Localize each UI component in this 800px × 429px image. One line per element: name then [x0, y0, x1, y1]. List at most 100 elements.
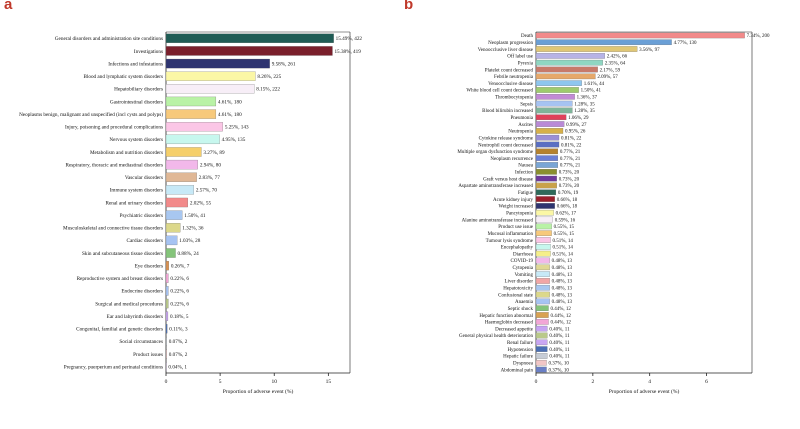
pt-category-label: Neutrophil count decreased [478, 143, 533, 148]
pt-data-label: 1.06%, 29 [568, 116, 589, 121]
soc-bar [165, 46, 333, 56]
pt-data-label: 2.42%, 66 [607, 55, 628, 60]
soc-bar [165, 122, 223, 132]
pt-data-label: 3.56%, 97 [639, 48, 660, 53]
pt-category-label: Decreased appetite [495, 327, 534, 332]
pt-data-label: 0.40%, 11 [549, 327, 570, 332]
pt-bar [535, 339, 548, 346]
adverse-event-soc-chart: 0 5 10 15 Proportion of adverse event (%) Gen… [19, 31, 362, 395]
soc-data-label: 0.18%, 5 [170, 314, 189, 320]
pt-data-label: 0.66%, 18 [557, 205, 578, 210]
pt-x-tick-label: 2 [591, 379, 594, 385]
soc-category-label: Metabolism and nutrition disorders [90, 150, 163, 156]
pt-data-label: 0.59%, 16 [555, 218, 576, 223]
pt-bar [535, 155, 559, 161]
pt-x-tick-label: 4 [648, 379, 651, 385]
pt-data-label: 0.48%, 13 [552, 280, 573, 285]
pt-data-label: 0.48%, 13 [552, 273, 573, 278]
pt-bar [535, 53, 605, 59]
pt-bar [535, 230, 552, 236]
pt-data-label: 0.99%, 27 [566, 123, 587, 128]
panel-label-b: b [404, 0, 414, 13]
soc-category-label: Psychiatric disorders [120, 213, 163, 219]
pt-category-label: Confusional state [498, 293, 534, 298]
pt-bar [535, 264, 550, 271]
soc-category-label: General disorders and administration sit… [55, 36, 163, 42]
soc-bar [165, 362, 167, 372]
pt-category-label: Diarrhoea [513, 252, 534, 257]
soc-category-label: Skin and subcutaneous tissue disorders [82, 251, 163, 257]
pt-data-label: 1.61%, 44 [584, 82, 605, 87]
soc-category-label: Surgical and medical procedures [95, 301, 163, 307]
pt-data-label: 0.40%, 11 [549, 341, 570, 346]
pt-category-label: Mucosal inflammation [488, 232, 534, 237]
soc-category-label: Pregnancy, puerperium and perinatal cond… [64, 365, 163, 371]
pt-bar [535, 203, 555, 209]
soc-bar [165, 235, 178, 246]
panel-label-a: a [4, 0, 13, 13]
soc-data-label: 4.61%, 180 [218, 112, 242, 118]
soc-category-label: Product issues [133, 352, 163, 358]
pt-bar [535, 114, 567, 121]
soc-data-label: 0.07%, 2 [169, 339, 188, 345]
soc-category-label: Immune system disorders [110, 188, 163, 194]
pt-category-label: Hepatic function abnormal [479, 314, 533, 319]
soc-bar [165, 248, 176, 258]
soc-bar [165, 210, 183, 220]
soc-data-label: 8.26%, 225 [257, 74, 281, 80]
pt-category-label: Neutropenia [508, 130, 533, 135]
soc-bar [165, 134, 220, 145]
soc-category-label: Injury, poisoning and procedural complic… [65, 125, 163, 131]
soc-data-label: 5.25%, 143 [225, 125, 249, 131]
pt-category-label: Hepatotoxicity [503, 287, 533, 292]
pt-data-label: 0.44%, 12 [551, 314, 572, 319]
soc-bar [165, 260, 169, 271]
soc-category-label: Vascular disorders [125, 175, 163, 181]
pt-bar [535, 141, 560, 148]
pt-data-label: 0.40%, 11 [549, 334, 570, 339]
pt-bar [535, 298, 550, 305]
pt-category-label: Abdominal pain [501, 368, 534, 373]
pt-bar [535, 94, 575, 100]
soc-category-label: Neoplasms benign, malignant and unspecif… [19, 111, 163, 118]
soc-category-label: Eye disorders [135, 263, 163, 269]
soc-bar [165, 33, 334, 43]
pt-data-label: 1.36%, 37 [577, 96, 598, 101]
pt-category-label: Graft versus host disease [483, 177, 534, 182]
pt-bar [535, 244, 551, 250]
pt-data-label: 0.44%, 12 [551, 307, 572, 312]
soc-bar [165, 84, 255, 94]
pt-data-label: 0.95%, 26 [565, 130, 586, 135]
pt-category-label: Cytopenia [512, 266, 533, 271]
pt-data-label: 0.48%, 13 [552, 287, 573, 292]
soc-bar [165, 311, 169, 321]
pt-category-label: Fatigue [518, 191, 534, 196]
pt-data-label: 0.37%, 10 [549, 362, 570, 367]
pt-data-label: 0.55%, 15 [554, 232, 575, 237]
soc-data-label: 2.57%, 70 [196, 188, 218, 194]
soc-category-label: Infections and infestations [108, 60, 163, 67]
pt-category-label: Anaemia [515, 300, 534, 305]
pt-category-label: Haemoglobin decreased [485, 321, 534, 326]
soc-bar [165, 223, 181, 233]
pt-data-label: 0.73%, 20 [559, 171, 580, 176]
soc-data-label: 3.27%, 89 [203, 150, 225, 156]
pt-data-label: 1.50%, 41 [581, 89, 602, 94]
pt-data-label: 0.81%, 22 [561, 143, 582, 148]
pt-category-label: Product use issue [498, 225, 534, 230]
pt-data-label: 2.09%, 57 [597, 75, 618, 80]
pt-bar [535, 121, 565, 127]
soc-x-tick-label: 0 [165, 379, 168, 385]
pt-category-label: Renal failure [507, 341, 534, 346]
pt-category-label: Acute kidney injury [493, 198, 533, 203]
pt-bar [535, 66, 598, 73]
pt-category-label: General physical health deterioration [459, 334, 533, 339]
pt-data-label: 7.34%, 200 [747, 34, 770, 39]
pt-data-label: 0.48%, 13 [552, 259, 573, 264]
pt-category-label: Ascites [518, 123, 533, 128]
soc-bar [165, 298, 169, 309]
pt-category-label: Hepatic failure [503, 355, 534, 360]
soc-data-label: 0.04%, 1 [168, 365, 187, 371]
soc-bar [165, 324, 168, 334]
pt-data-label: 0.51%, 14 [552, 239, 573, 244]
